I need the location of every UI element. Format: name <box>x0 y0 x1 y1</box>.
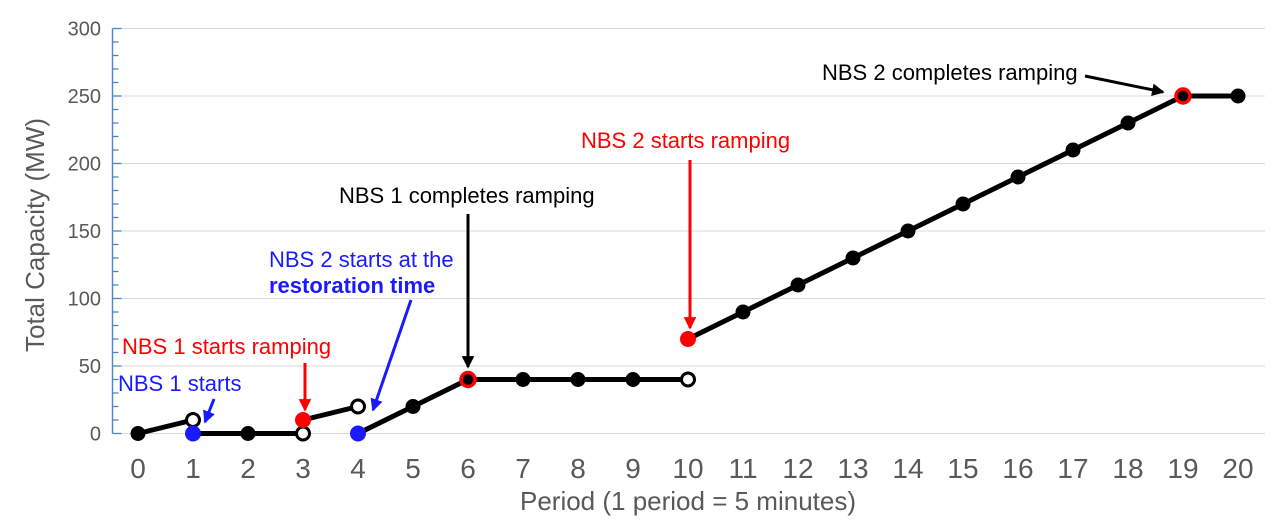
data-point-filled-black <box>1120 115 1136 131</box>
y-tick-label: 200 <box>68 154 101 176</box>
data-point-black-red-ring <box>459 370 477 389</box>
x-tick-label: 14 <box>892 453 923 484</box>
x-tick-label: 4 <box>350 453 366 484</box>
annotation-arrow-nbs2-completes-ramping <box>1084 74 1165 96</box>
x-tick-label: 20 <box>1222 453 1253 484</box>
data-point-filled-black <box>955 196 971 212</box>
data-point-open <box>350 398 366 415</box>
data-point-black-red-ring <box>1174 87 1192 105</box>
data-point-filled-black <box>130 426 146 441</box>
annotation-line: NBS 2 starts at the <box>269 247 454 272</box>
data-point-filled-black <box>405 399 421 414</box>
data-point-filled-blue <box>185 425 201 442</box>
data-points <box>130 87 1246 442</box>
annotation-arrow-nbs1-starts <box>203 398 216 424</box>
x-tick-label: 16 <box>1002 453 1033 484</box>
y-axis-title: Total Capacity (MW) <box>20 118 50 352</box>
x-tick-label: 12 <box>782 453 813 484</box>
data-point-filled-black <box>1230 88 1246 104</box>
annotations: NBS 1 starts NBS 1 starts ramping NBS 2 st… <box>118 60 1165 424</box>
annotation-label-nbs1-starts: NBS 1 starts <box>118 371 241 396</box>
annotation-line: NBS 2 completes ramping <box>822 60 1078 85</box>
annotation-label-nbs2-starts-ramping: NBS 2 starts ramping <box>581 128 790 153</box>
x-tick-label: 7 <box>515 453 531 484</box>
y-axis <box>111 27 122 435</box>
y-tick-label: 50 <box>79 356 101 378</box>
data-point-filled-black <box>515 372 531 387</box>
x-axis-title: Period (1 period = 5 minutes) <box>520 486 856 516</box>
annotation-line: NBS 2 starts ramping <box>581 128 790 153</box>
data-point-open <box>295 425 311 442</box>
x-tick-label: 17 <box>1057 453 1088 484</box>
data-point-open <box>185 412 201 428</box>
data-point-filled-black <box>790 277 806 293</box>
data-point-open <box>680 371 696 388</box>
x-tick-label: 8 <box>570 453 586 484</box>
x-tick-label: 9 <box>625 453 641 484</box>
annotation-line: NBS 1 starts ramping <box>122 334 331 359</box>
data-point-filled-black <box>735 304 751 320</box>
data-point-filled-red <box>295 412 311 428</box>
x-tick-label: 13 <box>837 453 868 484</box>
annotation-arrow-nbs2-starts-restoration <box>370 299 413 412</box>
y-tick-label: 150 <box>68 221 101 243</box>
y-tick-label: 300 <box>68 19 101 41</box>
data-point-filled-black <box>845 250 861 266</box>
annotation-line: NBS 1 starts <box>118 371 241 396</box>
annotation-label-nbs2-starts-restoration: NBS 2 starts at the restoration time <box>269 247 454 298</box>
x-tick-label: 15 <box>947 453 978 484</box>
x-tick-label: 1 <box>185 453 201 484</box>
x-tick-label: 0 <box>130 453 146 484</box>
series-nbs1-ramp-pre <box>302 404 359 423</box>
annotation-label-nbs1-starts-ramping: NBS 1 starts ramping <box>122 334 331 359</box>
data-point-filled-blue <box>350 425 366 442</box>
series-bs-initial-ramp <box>137 417 194 436</box>
x-tick-label: 5 <box>405 453 421 484</box>
y-tick-label: 250 <box>68 86 101 108</box>
x-tick-label: 18 <box>1112 453 1143 484</box>
data-point-filled-black <box>1010 169 1026 185</box>
data-point-filled-black <box>570 372 586 387</box>
annotation-label-nbs2-completes-ramping: NBS 2 completes ramping <box>822 60 1078 85</box>
annotation-label-nbs1-completes-ramping: NBS 1 completes ramping <box>339 183 595 208</box>
annotation-line: restoration time <box>269 273 435 298</box>
x-tick-label: 10 <box>672 453 703 484</box>
annotation-line: NBS 1 completes ramping <box>339 183 595 208</box>
data-point-filled-black <box>625 372 641 387</box>
x-tick-label: 3 <box>295 453 311 484</box>
data-point-filled-red <box>680 331 696 347</box>
x-tick-label: 6 <box>460 453 476 484</box>
data-point-filled-black <box>1065 142 1081 158</box>
data-point-filled-black <box>240 426 256 441</box>
x-tick-label: 19 <box>1167 453 1198 484</box>
x-tick-label: 2 <box>240 453 256 484</box>
data-point-filled-black <box>900 223 916 239</box>
x-tick-label: 11 <box>728 453 757 484</box>
y-tick-label: 0 <box>90 424 101 446</box>
y-tick-label: 100 <box>68 289 101 311</box>
